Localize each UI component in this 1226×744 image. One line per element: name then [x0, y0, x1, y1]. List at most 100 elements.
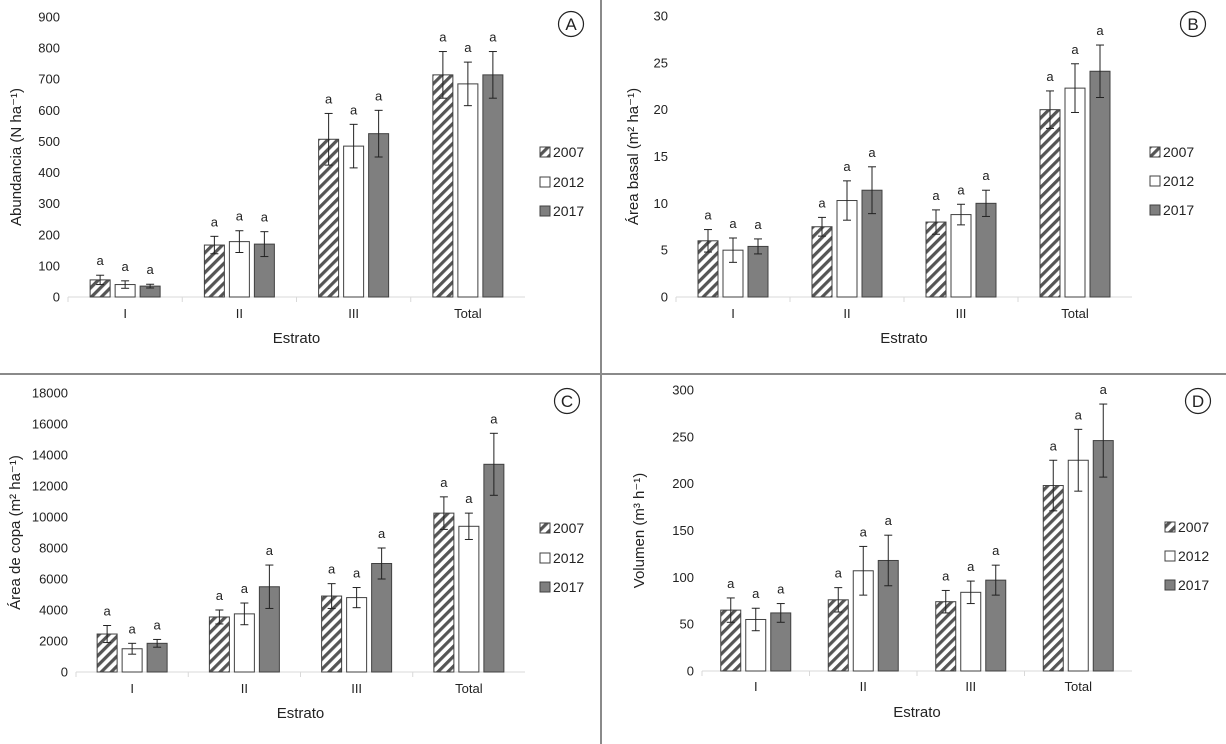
chart-b-sig-label: a: [957, 182, 965, 197]
chart-a-ytick-label: 900: [38, 10, 60, 25]
chart-a-bar-2012-2: [343, 145, 365, 298]
chart-a-sig-label: a: [261, 210, 269, 225]
chart-b-legend-swatch-2017: [1149, 204, 1161, 216]
chart-c-bar-2007-1: [208, 616, 230, 673]
chart-b-ytick-label: 20: [654, 102, 668, 117]
chart-d-ytick-label: 0: [687, 664, 694, 679]
chart-a-legend-swatch-2012: [539, 176, 551, 188]
chart-b-panel-letter-circle: [1179, 10, 1207, 38]
chart-d-sig-label: a: [967, 559, 975, 574]
chart-b-sig-label: a: [1096, 23, 1104, 38]
panel-b: 0 5 10 15 20 25 30 Área basal (m² ha⁻¹) Estrato I…: [602, 0, 1226, 372]
chart-b-ytick-label: 15: [654, 149, 668, 164]
chart-d-bar-2012-3: [1067, 459, 1089, 672]
chart-a-sig-label: a: [464, 40, 472, 55]
chart-c-ytick-label: 18000: [32, 386, 68, 401]
chart-d-ylabel: Volumen (m³ h⁻¹): [631, 473, 648, 588]
chart-b-sig-label: a: [1071, 42, 1079, 57]
chart-a-xtick-label: II: [236, 306, 243, 321]
chart-a-legend-label-2012: 2012: [553, 174, 584, 190]
chart-c-ytick-label: 8000: [39, 541, 68, 556]
chart-b-sig-label: a: [729, 216, 737, 231]
chart-a-ytick-label: 400: [38, 165, 60, 180]
chart-b-legend-swatch-2007: [1149, 146, 1161, 158]
chart-c-sig-label: a: [378, 526, 386, 541]
chart-c-sig-label: a: [440, 475, 448, 490]
chart-b-xtick-label: III: [956, 306, 967, 321]
chart-b-xtick-label: Total: [1061, 306, 1089, 321]
chart-d-sig-label: a: [992, 543, 1000, 558]
chart-b-sig-label: a: [932, 188, 940, 203]
chart-d-bar-2012-2: [960, 591, 982, 672]
chart-c-xtick-label: III: [351, 681, 362, 696]
chart-d-legend-swatch-2012: [1164, 550, 1176, 562]
chart-d-sig-label: a: [942, 568, 950, 583]
chart-c-ytick-label: 14000: [32, 448, 68, 463]
chart-a-sig-label: a: [211, 214, 219, 229]
chart-b-ytick-label: 30: [654, 9, 668, 24]
chart-b-bar-2012-2: [950, 214, 972, 298]
chart-c-sig-label: a: [129, 621, 137, 636]
chart-c-sig-label: a: [353, 566, 361, 581]
chart-d-legend-swatch-2017: [1164, 579, 1176, 591]
chart-a-ytick-label: 200: [38, 227, 60, 242]
chart-a-xlabel: Estrato: [273, 330, 321, 347]
chart-b-svg: 0 5 10 15 20 25 30 Área basal (m² ha⁻¹) Estrato I…: [625, 9, 1207, 347]
chart-b-xtick-label: II: [843, 306, 850, 321]
chart-b-ytick-label: 10: [654, 196, 668, 211]
chart-a-legend-label-2007: 2007: [553, 144, 584, 160]
chart-c-legend-swatch-2012: [539, 552, 551, 564]
chart-b-sig-label: a: [754, 217, 762, 232]
chart-a-sig-label: a: [147, 262, 155, 277]
chart-c-ytick-label: 4000: [39, 603, 68, 618]
chart-a-ytick-label: 700: [38, 72, 60, 87]
chart-a-ytick-label: 600: [38, 103, 60, 118]
chart-b-bar-2007-1: [811, 226, 833, 298]
divider-vertical: [600, 0, 602, 744]
chart-b-xlabel: Estrato: [880, 330, 928, 347]
chart-c-ytick-label: 10000: [32, 510, 68, 525]
chart-c-sig-label: a: [465, 491, 473, 506]
chart-d-legend-label-2017: 2017: [1178, 577, 1209, 593]
chart-a-sig-label: a: [350, 102, 358, 117]
chart-c-sig-label: a: [241, 581, 249, 596]
chart-a-ylabel: Abundancia (N ha⁻¹): [8, 88, 25, 226]
chart-c-bar-2012-3: [458, 525, 480, 673]
chart-a-legend-label-2017: 2017: [553, 203, 584, 219]
chart-d-xtick-label: III: [965, 679, 976, 694]
chart-b-sig-label: a: [818, 195, 826, 210]
chart-a-bar-2012-3: [457, 83, 479, 298]
chart-a-legend-swatch-2007: [539, 146, 551, 158]
chart-d-sig-label: a: [885, 513, 893, 528]
chart-a-sig-label: a: [439, 30, 447, 45]
divider-horizontal: [0, 373, 1226, 375]
chart-a-sig-label: a: [375, 88, 383, 103]
chart-c-bar-2007-3: [433, 512, 455, 673]
chart-c-bar-2012-2: [346, 597, 368, 673]
chart-a-sig-label: a: [122, 259, 130, 274]
chart-b-sig-label: a: [843, 159, 851, 174]
chart-b-legend-label-2017: 2017: [1163, 202, 1194, 218]
chart-d-sig-label: a: [860, 524, 868, 539]
chart-d-legend-label-2012: 2012: [1178, 548, 1209, 564]
chart-b-bar-2017-3: [1089, 70, 1111, 298]
chart-d-ytick-label: 250: [672, 429, 694, 444]
chart-b-bar-2017-2: [975, 202, 997, 298]
chart-c-sig-label: a: [266, 543, 274, 558]
chart-d-sig-label: a: [777, 582, 785, 597]
chart-d-sig-label: a: [1075, 407, 1083, 422]
chart-c-ytick-label: 2000: [39, 634, 68, 649]
panel-d: 0 50 100 150 200 250 300 Volumen (m³ h⁻¹) Estrat…: [602, 375, 1226, 744]
chart-b-sig-label: a: [982, 168, 990, 183]
chart-b-legend-swatch-2012: [1149, 175, 1161, 187]
chart-a-xtick-label: III: [348, 306, 359, 321]
chart-a-sig-label: a: [325, 91, 333, 106]
chart-b-ytick-label: 0: [661, 290, 668, 305]
chart-a-panel-letter: A: [565, 15, 577, 34]
chart-a-sig-label: a: [236, 209, 244, 224]
chart-b-sig-label: a: [868, 145, 876, 160]
chart-c-ytick-label: 0: [61, 665, 68, 680]
chart-d-legend-swatch-2007: [1164, 521, 1176, 533]
chart-a-sig-label: a: [489, 30, 497, 45]
